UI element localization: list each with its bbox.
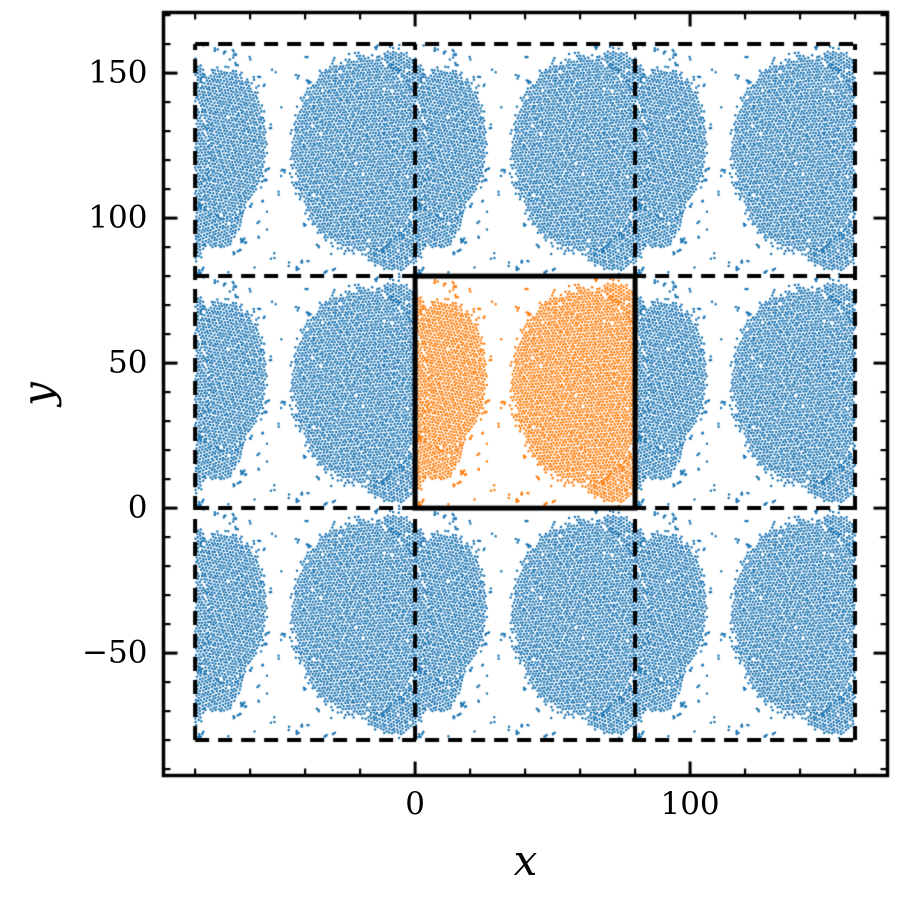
x-tick-label: 0	[405, 785, 425, 822]
y-tick-label: −50	[82, 634, 148, 671]
y-tick-label: 100	[88, 199, 148, 236]
x-tick-label: 100	[660, 785, 720, 822]
x-axis-label: x	[513, 835, 538, 885]
y-tick-label: 0	[127, 489, 148, 526]
y-axis-label: y	[13, 382, 62, 406]
y-tick-label: 50	[108, 344, 148, 381]
y-tick-label: 150	[88, 54, 148, 91]
